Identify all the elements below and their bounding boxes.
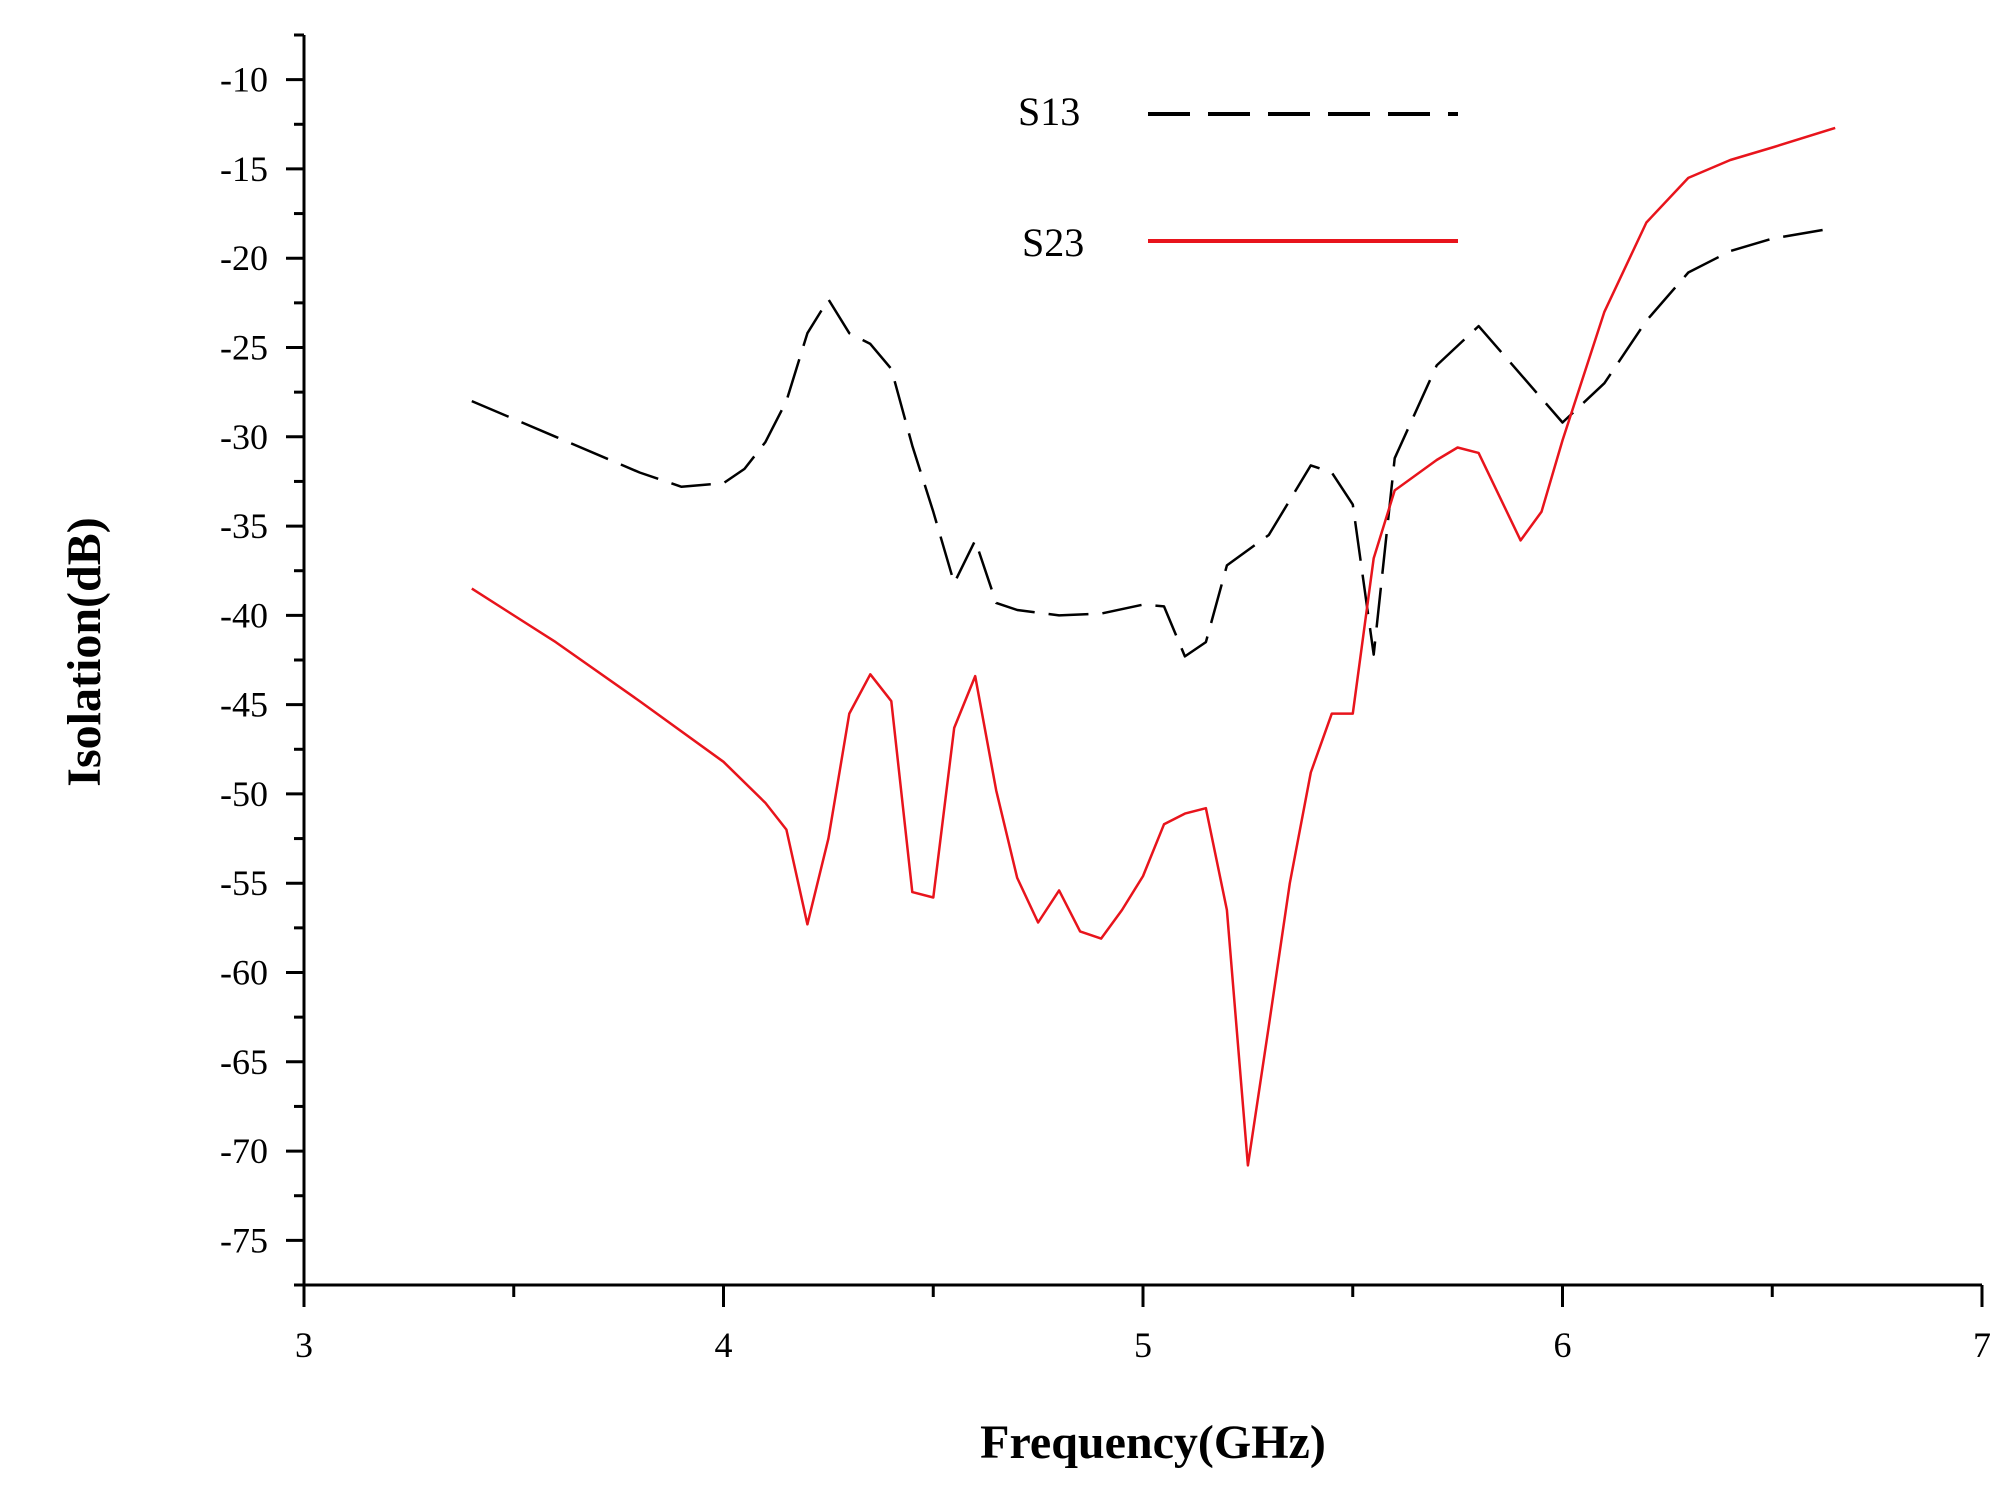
- series-line-s13: [471, 226, 1836, 658]
- y-tick-label: -55: [220, 863, 268, 903]
- y-tick-label: -50: [220, 774, 268, 814]
- y-tick-label: -45: [220, 685, 268, 725]
- y-tick-label: -60: [220, 953, 268, 993]
- y-tick-label: -25: [220, 328, 268, 368]
- y-tick-label: -10: [220, 60, 268, 100]
- y-tick-label: -15: [220, 149, 268, 189]
- legend: S13 S23: [1018, 89, 1458, 265]
- y-axis-title: Isolation(dB): [58, 517, 111, 786]
- axes-layer: [302, 35, 1982, 1287]
- legend-label-s13: S13: [1018, 89, 1080, 134]
- y-tick-label: -30: [220, 417, 268, 457]
- y-tick-label: -75: [220, 1220, 268, 1260]
- ticks-layer: 3 4 5 6 7 -10 -15 -20 -25 -30 -35 -40 -45 -50 -55 -60 -6…: [220, 33, 1991, 1365]
- y-tick-label: -65: [220, 1042, 268, 1082]
- x-tick-label: 5: [1134, 1325, 1152, 1365]
- legend-label-s23: S23: [1022, 220, 1084, 265]
- x-tick-label: 4: [715, 1325, 733, 1365]
- series-line-s23: [471, 126, 1836, 1167]
- y-tick-label: -40: [220, 595, 268, 635]
- y-tick-label: -35: [220, 506, 268, 546]
- x-axis-title: Frequency(GHz): [980, 1416, 1326, 1469]
- x-tick-label: 3: [295, 1325, 313, 1365]
- x-tick-label: 7: [1973, 1325, 1991, 1365]
- series-layer: [471, 126, 1836, 1167]
- y-tick-label: -20: [220, 238, 268, 278]
- x-tick-label: 6: [1554, 1325, 1572, 1365]
- y-tick-label: -70: [220, 1131, 268, 1171]
